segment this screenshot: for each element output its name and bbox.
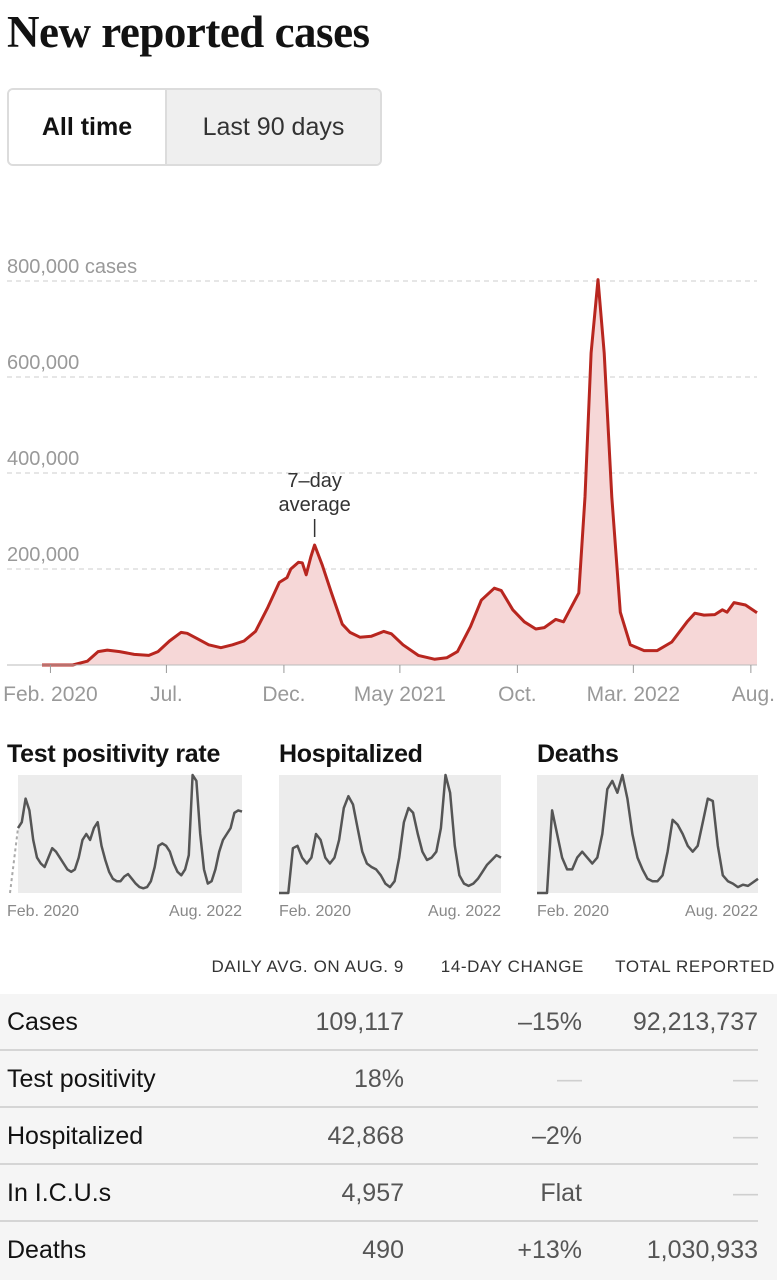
mini-x-end-label: Aug. 2022 <box>169 903 242 920</box>
table-header-14-day-change: 14-DAY CHANGE <box>440 957 584 976</box>
mini-x-end-label: Aug. 2022 <box>428 903 501 920</box>
table-row: Deaths 490 +13% 1,030,933 <box>0 1222 758 1279</box>
summary-table: Cases 109,117 –15% 92,213,737 Test posit… <box>0 994 777 1280</box>
mini-chart-background <box>537 775 758 893</box>
mini-x-start-label: Feb. 2020 <box>279 903 351 920</box>
row-total: — <box>733 1122 758 1150</box>
mini-chart-deaths: Feb. 2020 Aug. 2022 <box>537 773 759 920</box>
x-tick-label: Dec. <box>262 683 305 706</box>
row-total: — <box>733 1065 758 1093</box>
tab-last-90-days[interactable]: Last 90 days <box>167 90 380 164</box>
mini-chart-dotted-start <box>9 827 19 894</box>
mini-chart-test-positivity: Feb. 2020 Aug. 2022 <box>7 773 243 920</box>
table-row: Hospitalized 42,868 –2% — <box>0 1108 758 1165</box>
row-total: 92,213,737 <box>632 1008 758 1036</box>
table-row: Cases 109,117 –15% 92,213,737 <box>0 994 758 1051</box>
mini-title-deaths: Deaths <box>537 740 619 768</box>
row-metric: Deaths <box>7 1236 87 1264</box>
table-row: In I.C.U.s 4,957 Flat — <box>0 1165 758 1222</box>
area-fill <box>42 279 757 665</box>
table-header-total-reported: TOTAL REPORTED <box>615 957 775 976</box>
row-daily-avg: 490 <box>362 1236 404 1264</box>
row-total: — <box>733 1179 758 1207</box>
row-metric: Cases <box>7 1008 78 1036</box>
row-metric: Test positivity <box>7 1065 156 1093</box>
row-daily-avg: 109,117 <box>315 1008 404 1036</box>
row-metric: Hospitalized <box>7 1122 144 1150</box>
mini-title-test-positivity: Test positivity rate <box>7 740 221 768</box>
x-tick-label: Jul. <box>150 683 183 706</box>
mini-chart-line <box>16 773 243 890</box>
cases-chart: 200,000 400,000 600,000 800,000 cases 7–day… <box>3 256 775 706</box>
x-tick-label: Feb. 2020 <box>3 683 98 706</box>
mini-x-start-label: Feb. 2020 <box>7 903 79 920</box>
x-tick-label: May 2021 <box>354 683 446 706</box>
mini-chart-line <box>279 773 502 895</box>
row-14-day-change: –15% <box>518 1008 582 1036</box>
series-line-7-day-average <box>42 278 758 667</box>
tab-all-time[interactable]: All time <box>9 90 167 164</box>
y-tick-label: 400,000 <box>7 448 79 470</box>
table-row: Test positivity 18% — — <box>0 1051 758 1108</box>
row-14-day-change: +13% <box>517 1236 582 1264</box>
row-daily-avg: 18% <box>353 1065 404 1093</box>
page-title: New reported cases <box>7 7 370 57</box>
y-tick-label: 200,000 <box>7 544 79 566</box>
x-tick-label: Oct. <box>498 683 537 706</box>
row-14-day-change: Flat <box>540 1179 582 1207</box>
row-14-day-change: — <box>557 1065 582 1093</box>
row-daily-avg: 4,957 <box>341 1179 404 1207</box>
y-tick-label: 800,000 cases <box>7 256 137 278</box>
mini-title-hospitalized: Hospitalized <box>279 740 423 768</box>
annotation-label: 7–day <box>287 470 342 492</box>
annotation-label: average <box>278 494 350 516</box>
mini-x-start-label: Feb. 2020 <box>537 903 609 920</box>
time-range-toggle: All time Last 90 days <box>7 88 382 166</box>
x-tick-label: Aug. <box>732 683 775 706</box>
row-daily-avg: 42,868 <box>327 1122 404 1150</box>
mini-x-end-label: Aug. 2022 <box>685 903 758 920</box>
row-14-day-change: –2% <box>531 1122 582 1150</box>
mini-chart-line <box>537 773 759 895</box>
y-tick-label: 600,000 <box>7 352 79 374</box>
table-header-daily-avg: DAILY AVG. ON AUG. 9 <box>211 957 404 976</box>
x-tick-label: Mar. 2022 <box>587 683 680 706</box>
mini-chart-hospitalized: Feb. 2020 Aug. 2022 <box>279 773 502 920</box>
row-metric: In I.C.U.s <box>7 1179 112 1207</box>
mini-chart-background <box>279 775 501 893</box>
row-total: 1,030,933 <box>646 1236 758 1264</box>
